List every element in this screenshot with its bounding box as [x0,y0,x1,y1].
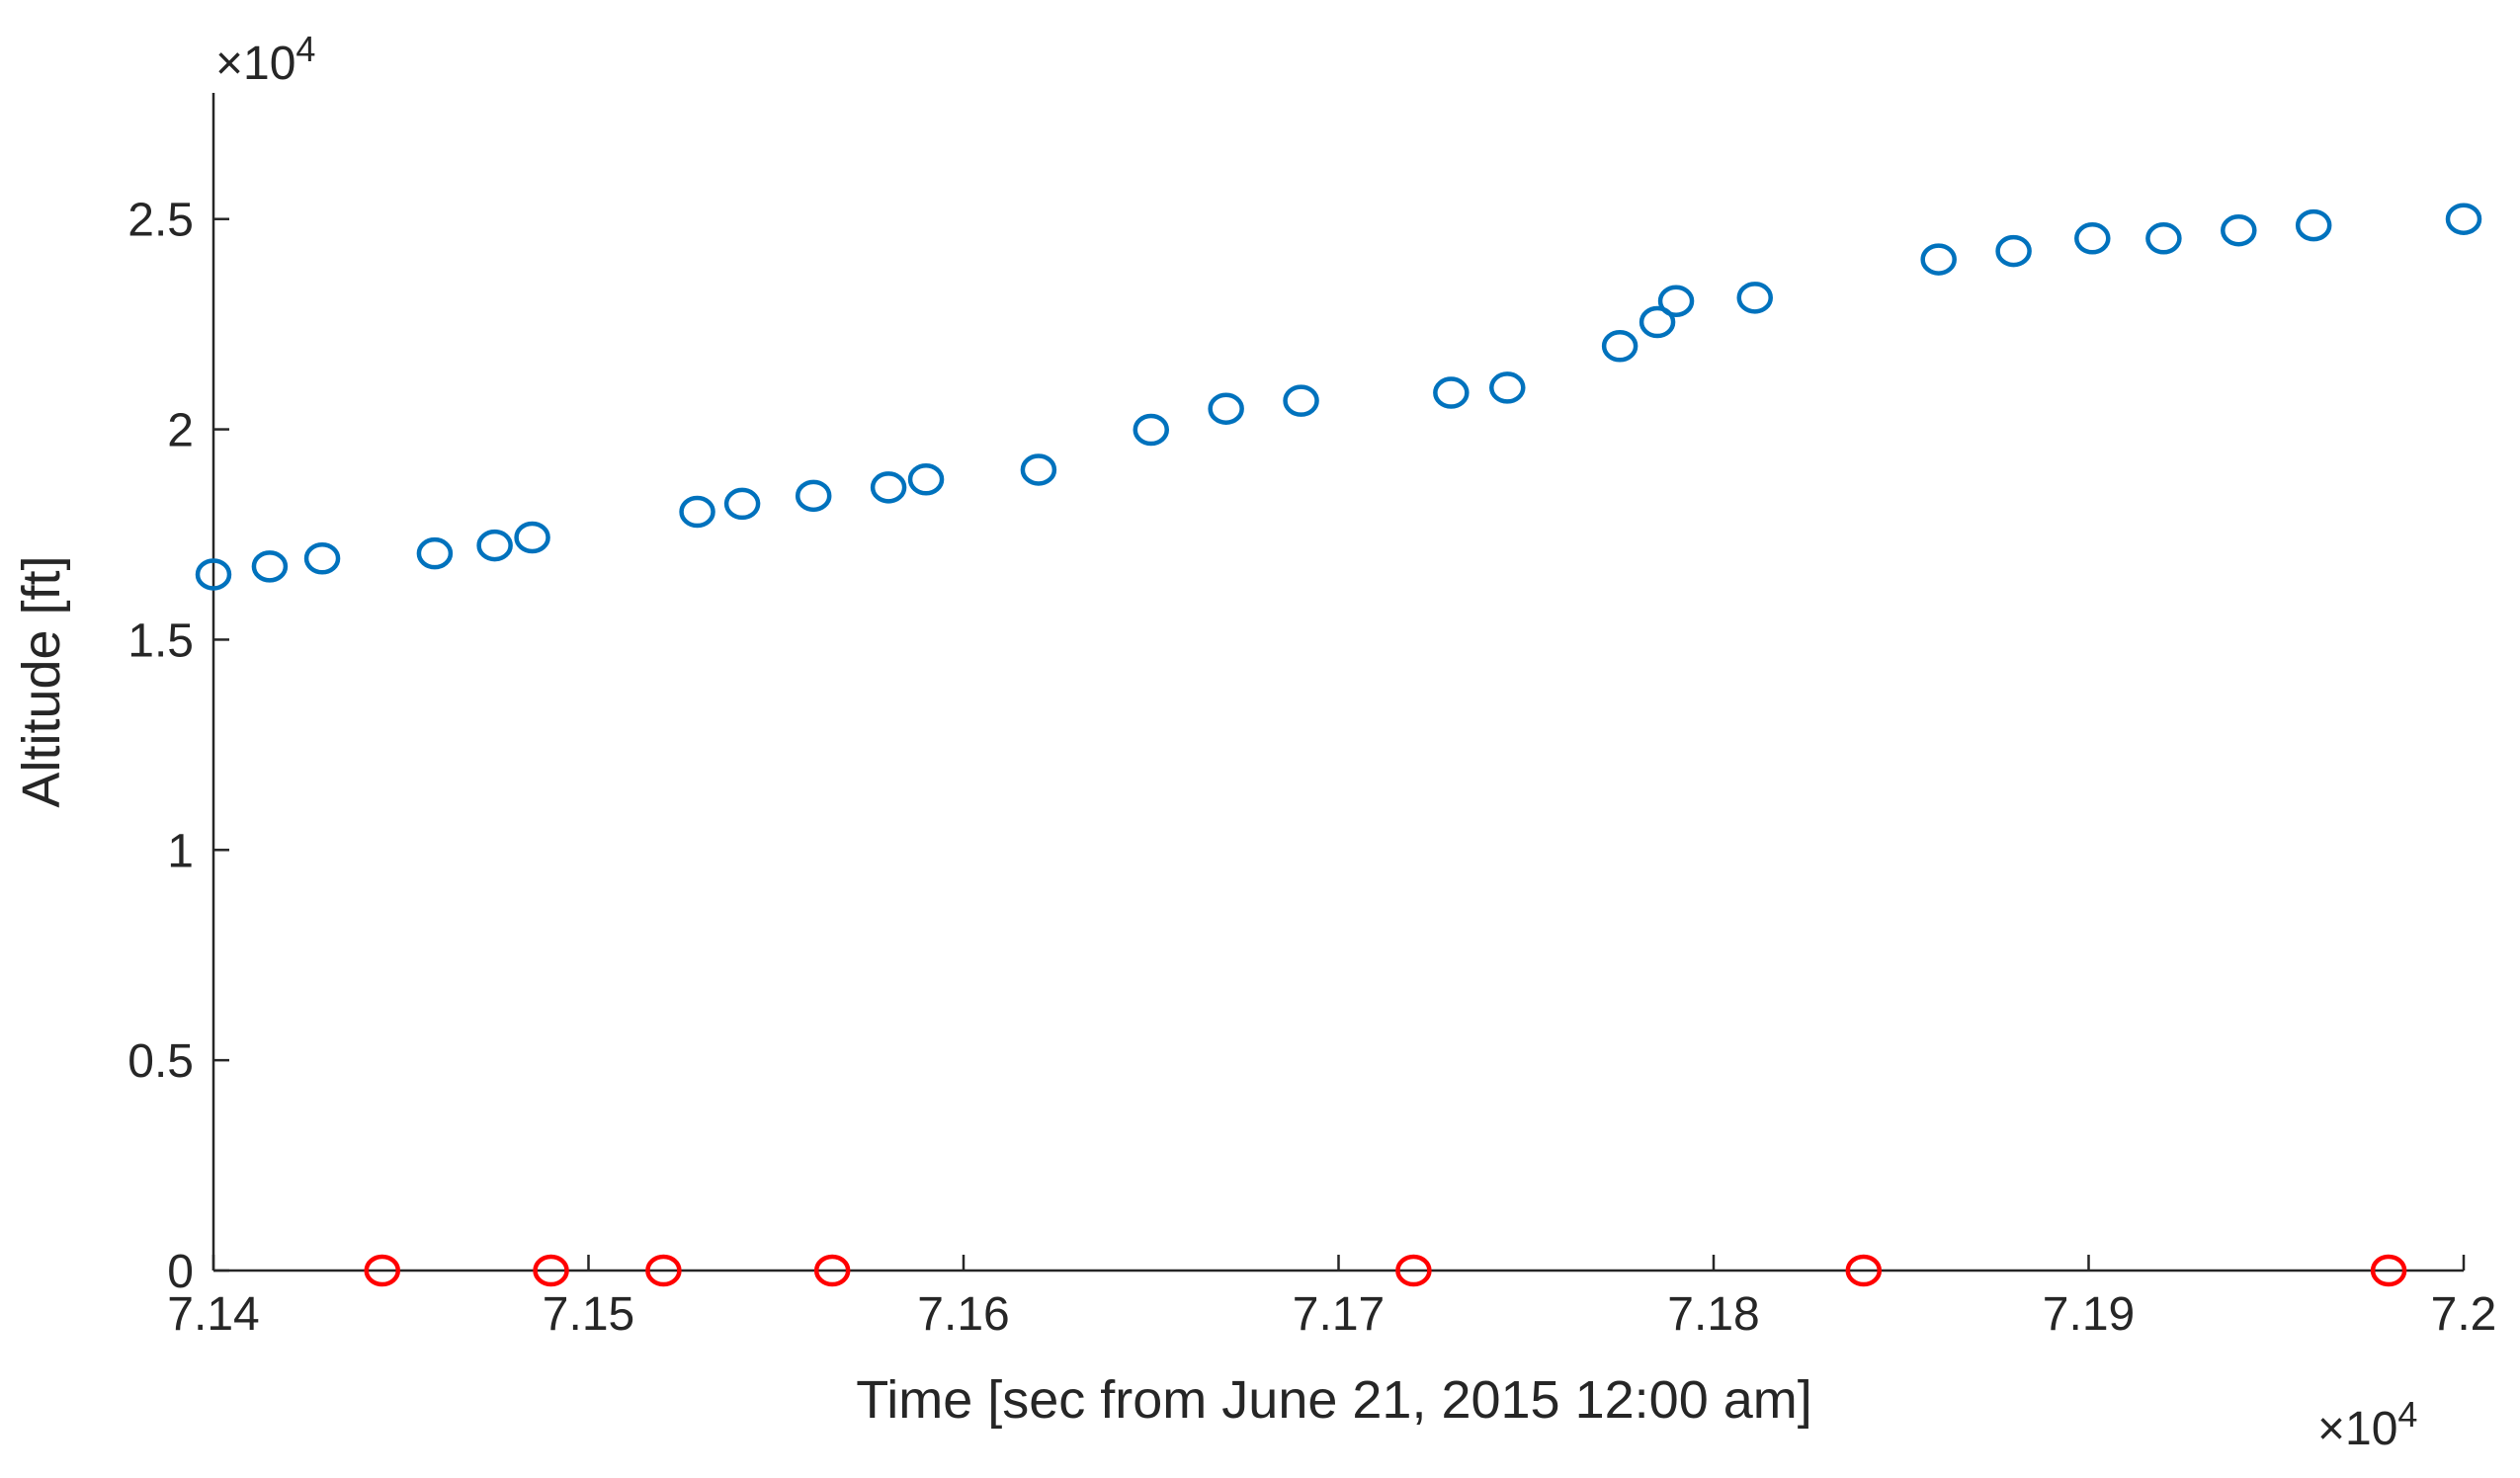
marker [514,521,550,554]
marker [533,1254,569,1287]
y-tick-label: 2 [167,405,194,457]
y-multiplier-base: ×10 [215,38,295,90]
marker [195,558,232,591]
y-multiplier-exponent: 4 [295,29,315,69]
y-tick-label: 1.5 [127,615,194,667]
x-tick-label: 7.2 [2431,1288,2497,1341]
y-axis-label: Altitude [ft] [12,555,71,807]
marker [1601,330,1638,363]
marker [870,471,907,504]
marker [2445,203,2482,235]
marker [251,550,289,583]
x-tick-label: 7.19 [2043,1288,2135,1341]
marker [723,487,761,521]
marker [2221,213,2257,247]
marker [795,479,832,513]
marker [2370,1254,2407,1287]
marker [1395,1254,1432,1287]
marker [1736,282,1773,314]
marker [679,495,715,529]
marker [1657,285,1695,317]
x-multiplier: ×104 [2317,1394,2417,1455]
marker [1638,305,1676,339]
marker [364,1254,401,1287]
marker [1283,384,1319,417]
x-tick-label: 7.14 [167,1288,259,1341]
marker [1489,371,1526,404]
marker [1133,413,1169,447]
marker [1845,1254,1883,1287]
y-tick-label: 0 [167,1246,194,1298]
y-multiplier: ×104 [215,29,315,90]
x-tick-label: 7.16 [917,1288,1009,1341]
marker [645,1254,682,1287]
x-multiplier-exponent: 4 [2397,1394,2417,1435]
y-tick-label: 0.5 [127,1035,194,1088]
marker [416,536,454,570]
marker [1208,392,1244,425]
marker [1020,453,1057,486]
marker [303,542,341,575]
marker [476,529,513,562]
x-axis-label: Time [sec from June 21, 2015 12:00 am] [856,1370,1812,1430]
x-tick-label: 7.17 [1293,1288,1385,1341]
x-tick-label: 7.18 [1667,1288,1759,1341]
marker [1920,243,1957,276]
marker [1433,376,1470,409]
marker [1995,234,2032,268]
x-tick-label: 7.15 [543,1288,634,1341]
x-multiplier-base: ×10 [2317,1403,2397,1455]
y-tick-label: 1 [167,825,194,877]
marker [2295,208,2332,242]
marker [2074,222,2111,255]
y-tick-label: 2.5 [127,195,194,247]
marker [2145,222,2182,255]
marker [813,1254,851,1287]
marker [907,462,945,496]
